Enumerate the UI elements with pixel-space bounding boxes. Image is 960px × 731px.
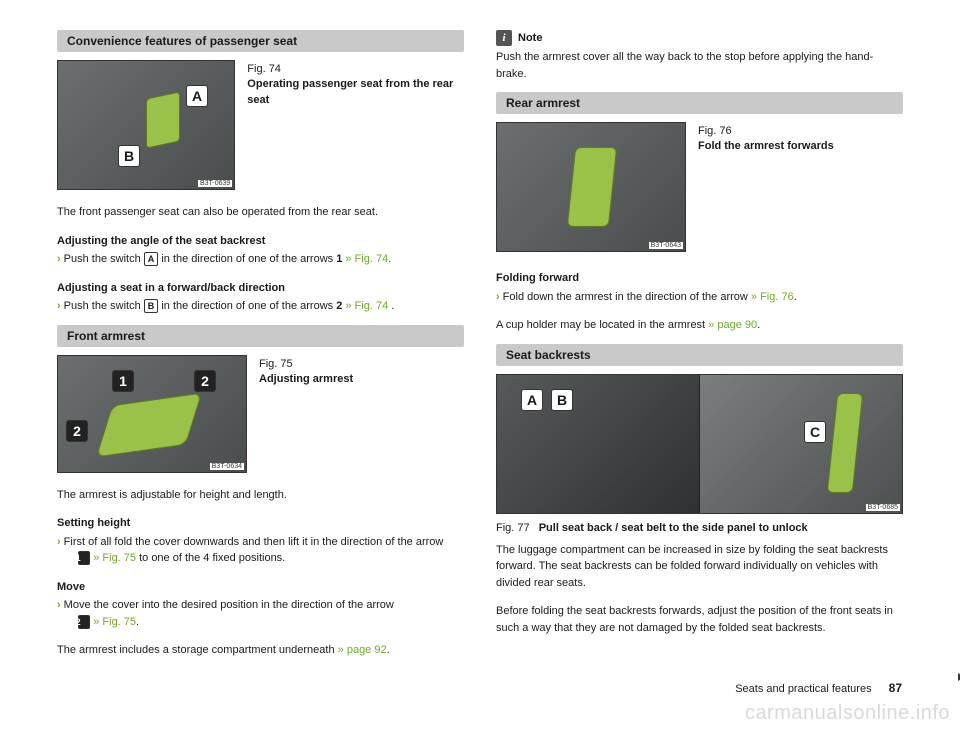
fig76-image: B3T-0643 <box>496 122 686 252</box>
rsec1-h1: Folding forward <box>496 270 903 287</box>
fig75-code: B3T-0634 <box>210 463 244 470</box>
section-header-rear-armrest: Rear armrest <box>496 92 903 114</box>
sec2-h1: Setting height <box>57 515 464 532</box>
right-column: i Note Push the armrest cover all the wa… <box>496 30 903 665</box>
sec2-p2: The armrest includes a storage compartme… <box>57 642 464 659</box>
fig76-no: Fig. 76 <box>698 124 834 139</box>
footer-chapter: Seats and practical features <box>735 683 871 695</box>
sec2-b1: ›First of all fold the cover downwards a… <box>57 534 464 567</box>
chevron-icon: › <box>57 599 61 611</box>
ref-p92: » page 92 <box>338 644 387 656</box>
txt: Move the cover into the desired position… <box>64 599 394 611</box>
ref-fig74b: » Fig. 74 <box>342 300 391 312</box>
fig74-image: A B B3T-0639 <box>57 60 235 190</box>
fig75-badge-2b: 2 <box>66 420 88 442</box>
fig77-no: Fig. 77 <box>496 522 530 534</box>
txt: . <box>757 319 760 331</box>
txt: . <box>391 300 394 312</box>
txt: Push the switch <box>64 300 144 312</box>
fig77-image: A B C B3T-0685 <box>496 374 903 514</box>
section-header-convenience: Convenience features of passenger seat <box>57 30 464 52</box>
txt: A cup holder may be located in the armre… <box>496 319 708 331</box>
section-header-seat-backrests: Seat backrests <box>496 344 903 366</box>
fig75-badge-1: 1 <box>112 370 134 392</box>
section-header-front-armrest: Front armrest <box>57 325 464 347</box>
fig76-code: B3T-0643 <box>649 242 683 249</box>
keycap-1: 1 <box>78 551 90 565</box>
ref-fig75a: » Fig. 75 <box>90 552 136 564</box>
sec1-h2: Adjusting a seat in a forward/back direc… <box>57 280 464 297</box>
chevron-icon: › <box>57 536 61 548</box>
keycap-a: A <box>144 252 159 266</box>
fig74-badge-a: A <box>186 85 208 107</box>
txt: Fold down the armrest in the direction o… <box>503 291 751 303</box>
fig75-title: Adjusting armrest <box>259 372 353 387</box>
txt: Push the switch <box>64 253 144 265</box>
txt: . <box>388 253 391 265</box>
rsec2-p2: Before folding the seat backrests forwar… <box>496 603 903 636</box>
txt: to one of the 4 fixed positions. <box>136 552 285 564</box>
rsec1-p1: A cup holder may be located in the armre… <box>496 317 903 334</box>
fig74-code: B3T-0639 <box>198 180 232 187</box>
sec2-b2: ›Move the cover into the desired positio… <box>57 597 464 630</box>
fig77-title: Pull seat back / seat belt to the side p… <box>539 522 808 534</box>
info-icon: i <box>496 30 512 46</box>
fig75-badge-2a: 2 <box>194 370 216 392</box>
txt: First of all fold the cover downwards an… <box>64 536 444 548</box>
fig74-caption: Fig. 74 Operating passenger seat from th… <box>247 60 464 108</box>
fig74-row: A B B3T-0639 Fig. 74 Operating passenger… <box>57 60 464 190</box>
footer-page-number: 87 <box>889 681 902 695</box>
fig76-row: B3T-0643 Fig. 76 Fold the armrest forwar… <box>496 122 903 252</box>
chevron-icon: › <box>57 253 61 265</box>
ref-p90: » page 90 <box>708 319 757 331</box>
fig76-caption: Fig. 76 Fold the armrest forwards <box>698 122 834 155</box>
fig75-caption: Fig. 75 Adjusting armrest <box>259 355 353 388</box>
watermark: carmanualsonline.info <box>745 702 950 725</box>
chevron-icon: › <box>57 300 61 312</box>
fig77-caption: Fig. 77 Pull seat back / seat belt to th… <box>496 522 903 534</box>
sec1-p1: The front passenger seat can also be ope… <box>57 204 464 221</box>
fig75-no: Fig. 75 <box>259 357 353 372</box>
sec1-b1: ›Push the switch A in the direction of o… <box>57 251 464 268</box>
fig74-badge-b: B <box>118 145 140 167</box>
keycap-2: 2 <box>78 615 90 629</box>
sec1-b2: ›Push the switch B in the direction of o… <box>57 298 464 315</box>
sec2-h2: Move <box>57 579 464 596</box>
sec1-h1: Adjusting the angle of the seat backrest <box>57 233 464 250</box>
txt: . <box>387 644 390 656</box>
fig74-no: Fig. 74 <box>247 62 464 77</box>
fig74-title: Operating passenger seat from the rear s… <box>247 77 464 108</box>
txt: The armrest includes a storage compartme… <box>57 644 338 656</box>
ref-fig74a: » Fig. 74 <box>342 253 388 265</box>
rsec1-b1: ›Fold down the armrest in the direction … <box>496 289 903 306</box>
page-columns: Convenience features of passenger seat A… <box>57 30 903 665</box>
txt: . <box>136 616 139 628</box>
txt: in the direction of one of the arrows <box>158 253 336 265</box>
fig75-image: 1 2 2 B3T-0634 <box>57 355 247 473</box>
note-text: Push the armrest cover all the way back … <box>496 49 903 82</box>
txt: in the direction of one of the arrows <box>158 300 336 312</box>
fig76-title: Fold the armrest forwards <box>698 139 834 154</box>
ref-fig75b: » Fig. 75 <box>90 616 136 628</box>
fig77-badge-c: C <box>804 421 826 443</box>
txt: . <box>794 291 797 303</box>
page-footer: Seats and practical features 87 <box>735 681 902 695</box>
fig75-row: 1 2 2 B3T-0634 Fig. 75 Adjusting armrest <box>57 355 464 473</box>
fig77-badge-b: B <box>551 389 573 411</box>
chevron-icon: › <box>496 291 500 303</box>
ref-fig76: » Fig. 76 <box>751 291 794 303</box>
fig77-code: B3T-0685 <box>866 504 900 511</box>
rsec2-p1: The luggage compartment can be increased… <box>496 542 903 592</box>
keycap-b: B <box>144 299 159 313</box>
note-label: Note <box>518 32 542 44</box>
left-column: Convenience features of passenger seat A… <box>57 30 464 665</box>
note-header: i Note <box>496 30 903 46</box>
fig77-badge-a: A <box>521 389 543 411</box>
sec2-p1: The armrest is adjustable for height and… <box>57 487 464 504</box>
